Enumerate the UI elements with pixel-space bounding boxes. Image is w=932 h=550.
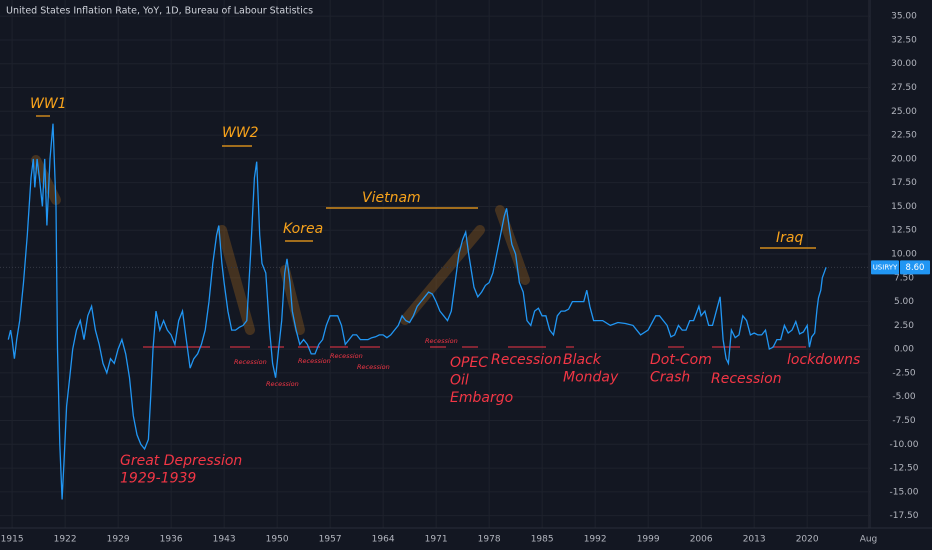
y-tick-label: -7.50 — [892, 416, 916, 426]
annotation: 1929-1939 — [120, 471, 196, 487]
y-tick-label: 32.50 — [891, 35, 917, 45]
y-tick-label: -10.00 — [889, 440, 918, 450]
annotation: Recession — [711, 371, 782, 387]
y-tick-label: 20.00 — [891, 154, 917, 164]
y-tick-label: 27.50 — [891, 83, 917, 93]
annotation: Great Depression — [120, 453, 242, 469]
y-tick-label: 0.00 — [894, 345, 914, 355]
x-tick-label: 1922 — [54, 535, 77, 545]
x-tick-label: 2020 — [796, 535, 819, 545]
annotation: OPEC — [450, 355, 488, 371]
annotation: WW1 — [30, 96, 67, 112]
annotation: Recession — [266, 380, 299, 388]
x-tick-label: 1999 — [637, 535, 660, 545]
annotation: Dot-Com — [650, 352, 712, 368]
series-line — [7, 123, 827, 500]
y-tick-label: 15.00 — [891, 202, 917, 212]
annotation: Iraq — [776, 230, 803, 246]
y-tick-label: 22.50 — [891, 131, 917, 141]
y-tick-label: 35.00 — [891, 12, 917, 22]
annotation: Monday — [563, 370, 619, 386]
last-value-box — [900, 260, 930, 275]
annotation: Vietnam — [362, 190, 421, 206]
y-tick-label: 7.50 — [894, 273, 914, 283]
annotation: Korea — [283, 221, 323, 237]
x-tick-label: 2013 — [743, 535, 766, 545]
y-tick-label: 25.00 — [891, 107, 917, 117]
y-tick-label: 17.50 — [891, 178, 917, 188]
annotation: Recession — [298, 357, 331, 365]
y-tick-label: 10.00 — [891, 250, 917, 260]
x-tick-label: 1985 — [531, 535, 554, 545]
y-tick-label: 2.50 — [894, 321, 914, 331]
series-name: USIRYY — [873, 263, 898, 271]
annotation: Recession — [330, 352, 363, 360]
y-tick-label: 12.50 — [891, 226, 917, 236]
x-tick-label: 1936 — [160, 535, 183, 545]
annotation: lockdowns — [787, 352, 860, 368]
annotation: WW2 — [222, 125, 259, 141]
x-tick-label: 1971 — [425, 535, 448, 545]
x-tick-label: 1915 — [1, 535, 24, 545]
annotation: Embargo — [450, 390, 513, 406]
y-tick-label: -12.50 — [889, 464, 918, 474]
y-tick-label: -5.00 — [892, 392, 916, 402]
annotation: Recession — [425, 337, 458, 345]
x-tick-label: 1943 — [213, 535, 236, 545]
highlight — [280, 265, 305, 335]
y-tick-label: -15.00 — [889, 487, 918, 497]
last-value-label: 8.60 — [906, 263, 925, 273]
y-tick-label: 30.00 — [891, 59, 917, 69]
x-tick-label: 2006 — [690, 535, 713, 545]
annotation: Recession — [234, 358, 267, 366]
x-tick-label: Aug — [860, 535, 878, 545]
x-tick-label: 1957 — [319, 535, 342, 545]
series-name-box — [871, 260, 899, 275]
highlight — [217, 225, 255, 335]
annotation: Recession — [491, 352, 562, 368]
x-tick-label: 1992 — [584, 535, 607, 545]
y-tick-label: -2.50 — [892, 368, 916, 378]
x-tick-label: 1950 — [266, 535, 289, 545]
x-tick-label: 1929 — [107, 535, 130, 545]
annotation: Black — [563, 352, 602, 368]
x-tick-label: 1978 — [478, 535, 501, 545]
annotation: Crash — [650, 370, 690, 386]
y-tick-label: 5.00 — [894, 297, 914, 307]
x-tick-label: 1964 — [372, 535, 395, 545]
chart-title: United States Inflation Rate, YoY, 1D, B… — [6, 6, 313, 17]
y-tick-label: -17.50 — [889, 511, 918, 521]
annotation: Recession — [357, 363, 390, 371]
annotation: Oil — [450, 373, 469, 389]
